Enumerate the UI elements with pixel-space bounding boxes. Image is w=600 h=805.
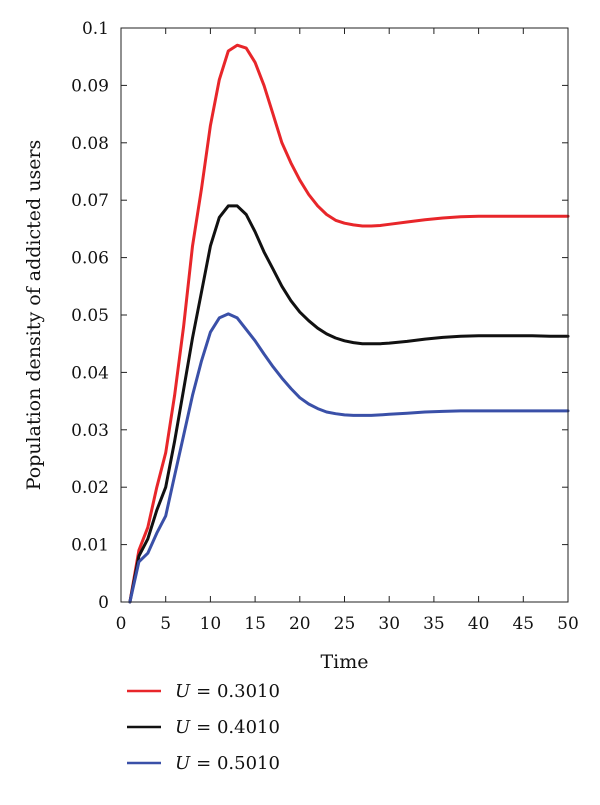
series-line-2 xyxy=(128,204,570,604)
x-tick-label: 40 xyxy=(468,614,490,634)
legend-value: = 0.5010 xyxy=(196,753,280,774)
y-tick-label: 0.05 xyxy=(71,306,109,326)
axis-ticks xyxy=(120,27,569,603)
series-line-3 xyxy=(128,312,570,604)
x-tick-label: 10 xyxy=(200,614,222,634)
y-axis-title: Population density of addicted users xyxy=(23,140,45,491)
x-tick-label: 20 xyxy=(289,614,311,634)
y-tick-label: 0.01 xyxy=(71,536,109,556)
y-tick-label: 0 xyxy=(98,593,109,613)
plot-frame xyxy=(120,27,569,603)
x-tick-label: 45 xyxy=(512,614,534,634)
legend-label-3: U = 0.5010 xyxy=(175,753,280,774)
legend-label-2: U = 0.4010 xyxy=(175,717,280,738)
x-axis-title: Time xyxy=(320,651,368,673)
x-tick-label: 35 xyxy=(423,614,445,634)
y-tick-label: 0.1 xyxy=(82,19,109,39)
legend-value: = 0.3010 xyxy=(196,681,280,702)
legend-value: = 0.4010 xyxy=(196,717,280,738)
legend-label-1: U = 0.3010 xyxy=(175,681,280,702)
y-tick-label: 0.04 xyxy=(71,363,109,383)
series-lines xyxy=(128,43,570,604)
x-tick-label: 50 xyxy=(557,614,579,634)
legend-variable: U xyxy=(175,717,191,738)
x-tick-label: 15 xyxy=(244,614,266,634)
y-tick-label: 0.09 xyxy=(71,76,109,96)
legend-variable: U xyxy=(175,753,191,774)
legend-variable: U xyxy=(175,681,191,702)
x-tick-label: 5 xyxy=(160,614,171,634)
series-line-1 xyxy=(128,43,570,604)
x-tick-label: 30 xyxy=(378,614,400,634)
tick-labels: 0 5 10 15 20 25 30 35 40 45 50 0 0.01 0.02 0.03 0.04 0.0… xyxy=(71,19,579,634)
x-tick-label: 0 xyxy=(116,614,127,634)
y-tick-label: 0.02 xyxy=(71,478,109,498)
x-tick-label: 25 xyxy=(334,614,356,634)
y-tick-label: 0.08 xyxy=(71,134,109,154)
y-tick-label: 0.06 xyxy=(71,249,109,269)
y-tick-label: 0.07 xyxy=(71,191,109,211)
y-tick-label: 0.03 xyxy=(71,421,109,441)
